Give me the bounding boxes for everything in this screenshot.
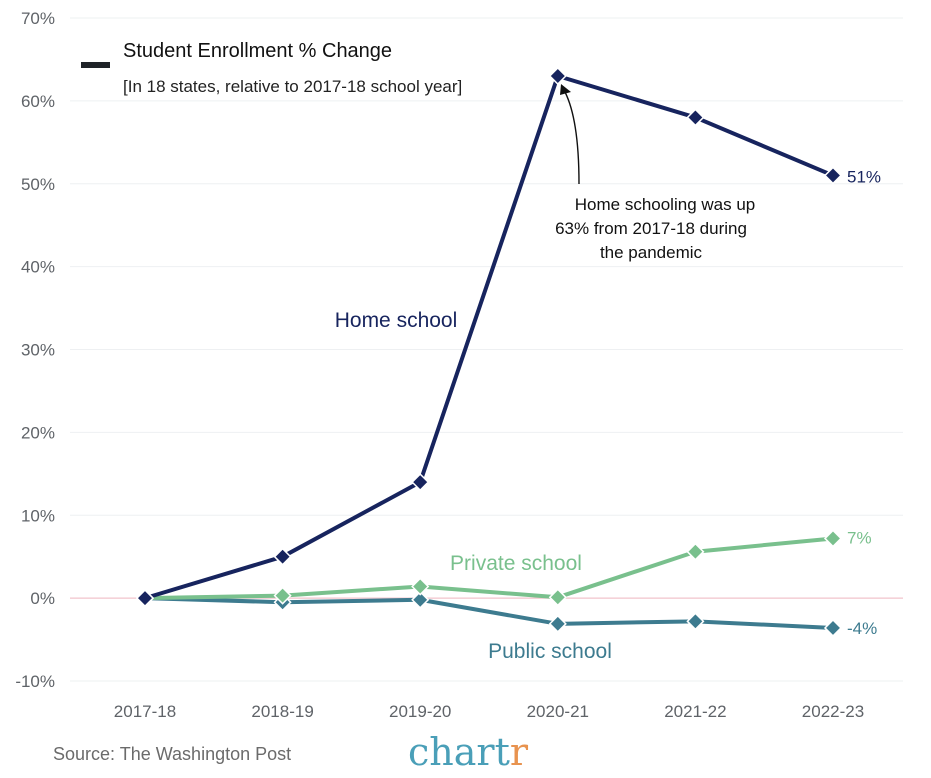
brand-logo-main: chart (408, 730, 510, 774)
x-tick-label: 2018-19 (251, 702, 313, 721)
annotation-arrowhead (560, 84, 571, 95)
x-tick-label: 2020-21 (527, 702, 589, 721)
data-point-public-school (823, 618, 843, 638)
series-labels: Home school Private school Public school (335, 309, 612, 663)
end-label-public-school: -4% (847, 619, 877, 638)
series-lines (143, 74, 835, 630)
series-line-home-school (143, 74, 835, 601)
y-axis-ticks: -10% 0% 10% 20% 30% 40% 50% 60% 70% (15, 9, 55, 691)
x-axis-ticks: 2017-18 2018-19 2019-20 2020-21 2021-22 2022-… (114, 702, 864, 721)
legend-swatch (81, 62, 110, 68)
series-label-private-school: Private school (450, 552, 582, 575)
series-markers (135, 66, 843, 638)
annotation: Home schooling was up 63% from 2017-18 d… (555, 84, 755, 262)
data-point-public-school (686, 612, 705, 631)
y-tick-label: 50% (21, 175, 55, 194)
data-point-home-school (823, 166, 843, 185)
series-label-public-school: Public school (488, 640, 612, 663)
data-point-home-school (273, 547, 292, 566)
data-point-private-school (273, 586, 292, 605)
footer: Source: The Washington Post chartr (53, 730, 529, 774)
annotation-line-1: Home schooling was up (575, 195, 755, 214)
y-tick-label: -10% (15, 672, 55, 691)
y-tick-label: 70% (21, 9, 55, 28)
series-line-private-school (143, 536, 835, 601)
end-label-home-school: 51% (847, 167, 881, 186)
data-point-private-school (548, 588, 567, 607)
brand-logo-accent: r (510, 730, 529, 774)
x-tick-label: 2017-18 (114, 702, 176, 721)
annotation-arrow (564, 91, 580, 185)
series-label-home-school: Home school (335, 309, 458, 332)
y-tick-label: 60% (21, 92, 55, 111)
legend: Student Enrollment % Change [In 18 state… (81, 40, 462, 96)
x-tick-label: 2022-23 (802, 702, 864, 721)
data-point-private-school (411, 577, 430, 596)
data-point-public-school (548, 614, 567, 633)
y-tick-label: 10% (21, 506, 55, 525)
data-point-home-school (548, 66, 567, 86)
data-point-public-school (411, 590, 430, 609)
source-note: Source: The Washington Post (53, 744, 291, 764)
data-point-home-school (686, 108, 705, 127)
y-tick-label: 20% (21, 423, 55, 442)
y-tick-label: 30% (21, 341, 55, 360)
y-tick-label: 0% (30, 589, 55, 608)
data-point-home-school (411, 473, 430, 492)
chart-title: Student Enrollment % Change (123, 40, 392, 62)
end-label-private-school: 7% (847, 528, 872, 547)
series-line-public-school (143, 596, 835, 630)
x-tick-label: 2021-22 (664, 702, 726, 721)
data-point-private-school (686, 542, 705, 561)
annotation-line-2: 63% from 2017-18 during (555, 219, 747, 238)
x-tick-label: 2019-20 (389, 702, 451, 721)
chart-subtitle: [In 18 states, relative to 2017-18 schoo… (123, 77, 462, 96)
data-point-private-school (823, 529, 843, 548)
annotation-line-3: the pandemic (600, 243, 703, 262)
data-point-home-school (135, 589, 155, 608)
y-tick-label: 40% (21, 258, 55, 277)
brand-logo: chartr (408, 730, 529, 774)
end-value-labels: 51% 7% -4% (847, 167, 881, 637)
